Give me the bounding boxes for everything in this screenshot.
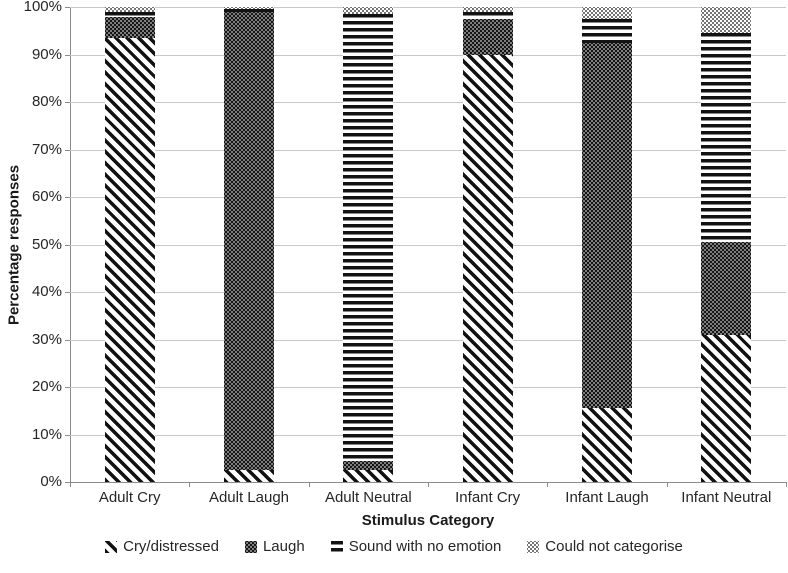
dark-dots-swatch-icon: [244, 540, 257, 553]
bar-segment-dark-dots: [224, 11, 274, 471]
y-axis-tick-label: 40%: [31, 283, 62, 300]
y-axis-tick-label: 10%: [31, 425, 62, 443]
gridline: [70, 387, 786, 388]
y-axis-tick-label: 100%: [23, 0, 62, 15]
gridline: [70, 434, 786, 436]
gridline: [70, 7, 786, 8]
x-axis-tick: [70, 483, 71, 487]
gridline: [70, 149, 786, 151]
legend-item: Could not categorise: [527, 538, 683, 555]
y-axis-tick: [65, 339, 70, 341]
gridline: [70, 54, 786, 56]
bar-segment-dark-dots: [582, 42, 632, 409]
x-axis-tick: [309, 483, 310, 487]
gridline: [70, 197, 786, 198]
y-axis-tick-label: 70%: [31, 140, 62, 158]
bar-segment-horizontal-lines: [224, 9, 274, 12]
y-axis-tick-label: 30%: [31, 330, 62, 348]
bar-segment-dark-dots: [343, 460, 394, 471]
y-axis-tick: [65, 197, 70, 198]
x-axis-title: Stimulus Category: [361, 512, 495, 529]
gridline: [70, 102, 786, 103]
x-axis-tick: [428, 483, 429, 487]
bar-segment-horizontal-lines: [343, 14, 394, 461]
bar-segment-light-dots: [343, 7, 394, 15]
gridline: [70, 244, 786, 246]
y-axis-tick-label: 90%: [31, 45, 62, 63]
x-axis-category-label: Infant Cry: [455, 489, 521, 506]
bar-segment-diagonal-stripes: [701, 334, 752, 482]
y-axis-tick: [65, 482, 70, 483]
bar-segment-horizontal-lines: [462, 11, 513, 19]
bar-segment-horizontal-lines: [701, 33, 752, 243]
y-axis-tick-label: 60%: [31, 188, 62, 205]
bar-segment-dark-dots: [104, 16, 155, 38]
bar-segment-diagonal-stripes: [104, 37, 155, 482]
y-axis-tick-label: 50%: [31, 235, 62, 253]
bar-segment-diagonal-stripes: [462, 54, 513, 482]
x-axis-category-label: Adult Laugh: [208, 489, 290, 506]
y-axis-tick-label: 0%: [40, 473, 62, 490]
y-axis-tick: [65, 434, 70, 436]
x-axis-category-label: Infant Laugh: [565, 489, 649, 506]
x-axis-tick: [667, 483, 668, 487]
bar-segment-diagonal-stripes: [582, 408, 632, 482]
bar-segment-horizontal-lines: [104, 11, 155, 17]
x-axis-category-label: Adult Cry: [98, 489, 161, 506]
bar-segment-light-dots: [582, 7, 632, 19]
x-axis-tick: [189, 483, 190, 487]
legend-label: Sound with no emotion: [348, 538, 502, 555]
bar-segment-light-dots: [701, 7, 752, 34]
legend-item: Sound with no emotion: [330, 538, 502, 555]
diagonal-stripes-swatch-icon: [105, 540, 118, 553]
legend-label: Laugh: [262, 538, 305, 555]
x-axis-tick: [547, 483, 548, 487]
legend-item: Laugh: [244, 538, 305, 555]
y-axis-tick: [65, 244, 70, 246]
gridline: [70, 292, 786, 293]
legend: Cry/distressed Laugh Sound with no emotion…: [0, 538, 788, 555]
bar-segment-light-dots: [462, 7, 513, 12]
x-axis-category-label: Adult Neutral: [324, 489, 412, 506]
y-axis-tick: [65, 149, 70, 151]
bar-segment-dark-dots: [462, 18, 513, 55]
bar-segment-diagonal-stripes: [343, 470, 394, 482]
bar-segment-light-dots: [104, 7, 155, 12]
bar-segment-diagonal-stripes: [224, 470, 274, 482]
legend-label: Could not categorise: [545, 538, 683, 555]
bar-segment-dark-dots: [701, 242, 752, 335]
bar-segment-horizontal-lines: [582, 18, 632, 43]
bar-segment-light-dots: [224, 7, 274, 10]
y-axis-tick: [65, 292, 70, 293]
horizontal-lines-swatch-icon: [330, 540, 343, 553]
y-axis-tick-label: 20%: [31, 378, 62, 395]
light-dots-swatch-icon: [527, 540, 540, 553]
x-axis-category-label: Infant Neutral: [681, 489, 772, 506]
legend-item: Cry/distressed: [105, 538, 219, 555]
y-axis-tick: [65, 54, 70, 56]
y-axis-tick: [65, 7, 70, 8]
legend-label: Cry/distressed: [123, 538, 219, 555]
x-axis-tick: [786, 483, 787, 487]
y-axis-tick: [65, 387, 70, 388]
y-axis-tick-label: 80%: [31, 93, 62, 110]
gridline: [70, 339, 786, 341]
y-axis-tick: [65, 102, 70, 103]
